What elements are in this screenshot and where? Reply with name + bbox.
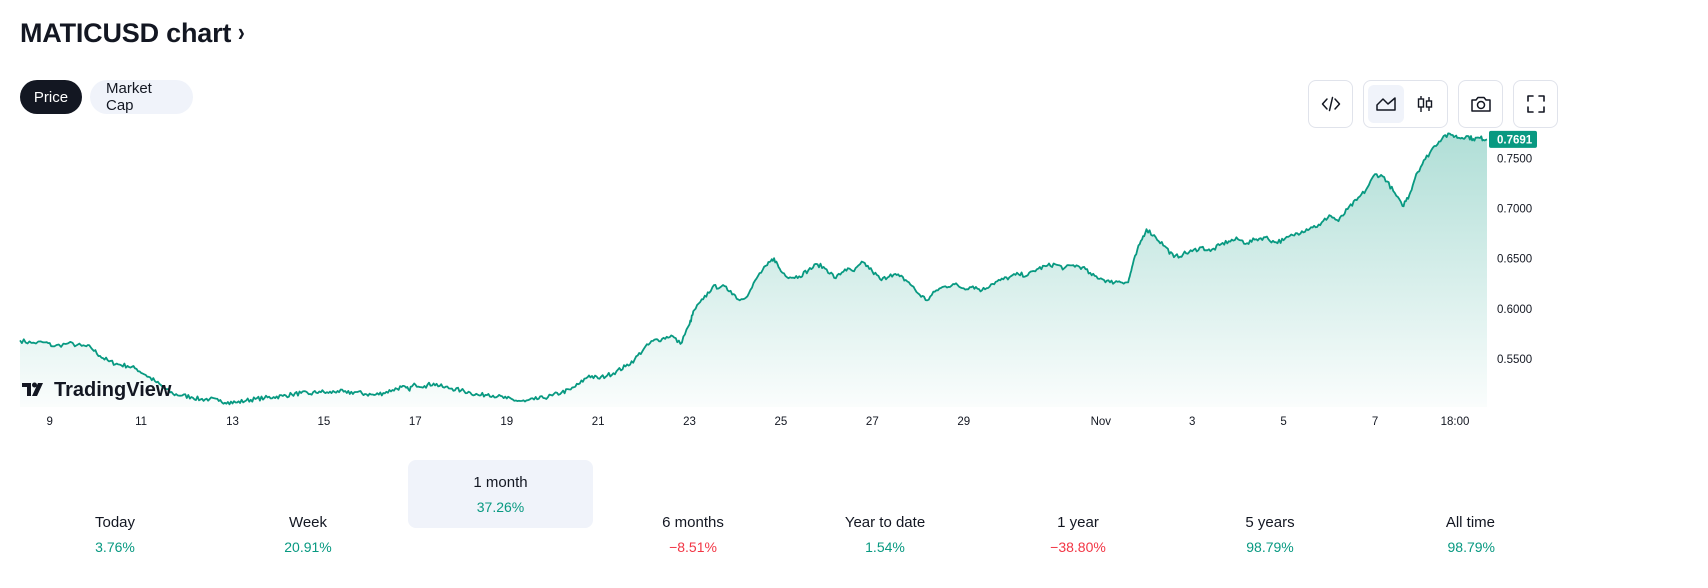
y-axis-tick-label: 0.6000	[1497, 304, 1532, 316]
tradingview-logo-icon	[22, 382, 43, 396]
last-price-marker: 0.7691	[1489, 130, 1537, 148]
x-axis-tick-label: 15	[318, 416, 331, 428]
period-label: All time	[1445, 513, 1495, 531]
y-axis-tick-label: 0.6500	[1497, 254, 1532, 266]
price-chart[interactable]: 0.5500 0.6000 0.6500 0.7000 0.7500 9 11 13 15 17…	[0, 130, 1708, 430]
x-axis-tick-label: 18:00	[1441, 416, 1470, 428]
period-label: Week	[288, 513, 328, 531]
x-axis-tick-label: 17	[409, 416, 422, 428]
x-axis-tick-label: 27	[866, 416, 879, 428]
period-label: 1 month	[473, 473, 528, 491]
period-5-years[interactable]: 5 years 98.79%	[1195, 500, 1345, 568]
period-label: Year to date	[844, 513, 926, 531]
candles-style-button[interactable]	[1408, 85, 1444, 123]
tradingview-logo-text: TradingView	[54, 379, 172, 401]
period-label: 5 years	[1245, 513, 1295, 531]
y-axis-tick-label: 0.7500	[1497, 154, 1532, 166]
x-axis-tick-label: 3	[1189, 416, 1195, 428]
period-week[interactable]: Week 20.91%	[233, 500, 383, 568]
price-line	[19, 132, 1488, 406]
x-axis-tick-label: 25	[775, 416, 788, 428]
chart-title-text[interactable]: MATICUSD chart	[20, 18, 232, 48]
fullscreen-button[interactable]	[1513, 80, 1558, 128]
y-axis-tick-label: 0.7000	[1497, 204, 1532, 216]
x-axis-tick-label: 23	[683, 416, 696, 428]
x-axis-tick-label: 7	[1372, 416, 1378, 428]
embed-code-button[interactable]	[1308, 80, 1353, 128]
period-label: Today	[94, 513, 136, 531]
tradingview-logo: TradingView	[22, 379, 172, 401]
x-axis-tick-label: 5	[1280, 416, 1286, 428]
chart-style-group	[1363, 80, 1448, 128]
period-change: 20.91%	[284, 538, 332, 555]
chevron-right-icon[interactable]: ›	[238, 17, 245, 47]
period-change: −8.51%	[669, 538, 717, 555]
last-price-badge	[1489, 130, 1537, 148]
period-change: 98.79%	[1447, 538, 1495, 555]
y-axis-tick-label: 0.5500	[1497, 354, 1532, 366]
period-all-time[interactable]: All time 98.79%	[1385, 500, 1495, 568]
period-label: 6 months	[662, 513, 724, 531]
x-axis-tick-label: 29	[957, 416, 970, 428]
x-axis-tick-label: 19	[500, 416, 513, 428]
period-change: 98.79%	[1246, 538, 1294, 555]
period-change: 3.76%	[95, 538, 135, 555]
period-change: −38.80%	[1050, 538, 1106, 555]
period-performance: Today 3.76% Week 20.91% 1 month 37.26% 6…	[20, 460, 1495, 568]
period-1-year[interactable]: 1 year −38.80%	[1003, 500, 1153, 568]
camera-icon	[1470, 96, 1491, 112]
fullscreen-icon	[1526, 95, 1545, 113]
chart-title[interactable]: MATICUSD chart ›	[20, 17, 246, 49]
candles-icon	[1418, 96, 1433, 112]
x-axis-tick-label: 13	[226, 416, 239, 428]
market-cap-toggle[interactable]: Market Cap	[90, 80, 193, 114]
period-year-to-date[interactable]: Year to date 1.54%	[810, 500, 960, 568]
embed-code-icon	[1321, 96, 1340, 112]
last-price-label: 0.7691	[1497, 134, 1533, 146]
price-toggle[interactable]: Price	[20, 80, 82, 114]
area-style-button[interactable]	[1368, 85, 1404, 123]
period-change: 37.26%	[476, 498, 525, 515]
area-chart-icon	[1376, 97, 1396, 111]
x-axis-tick-label: 21	[592, 416, 605, 428]
price-area-fill	[20, 133, 1487, 407]
period-today[interactable]: Today 3.76%	[40, 500, 190, 568]
snapshot-button[interactable]	[1458, 80, 1503, 128]
x-axis-tick-label: Nov	[1091, 416, 1112, 428]
x-axis-tick-label: 9	[47, 416, 53, 428]
period-1-month[interactable]: 1 month 37.26%	[408, 460, 593, 528]
period-change: 1.54%	[865, 538, 905, 555]
period-6-months[interactable]: 6 months −8.51%	[618, 500, 768, 568]
period-label: 1 year	[1057, 513, 1099, 531]
x-axis-tick-label: 11	[135, 416, 147, 428]
